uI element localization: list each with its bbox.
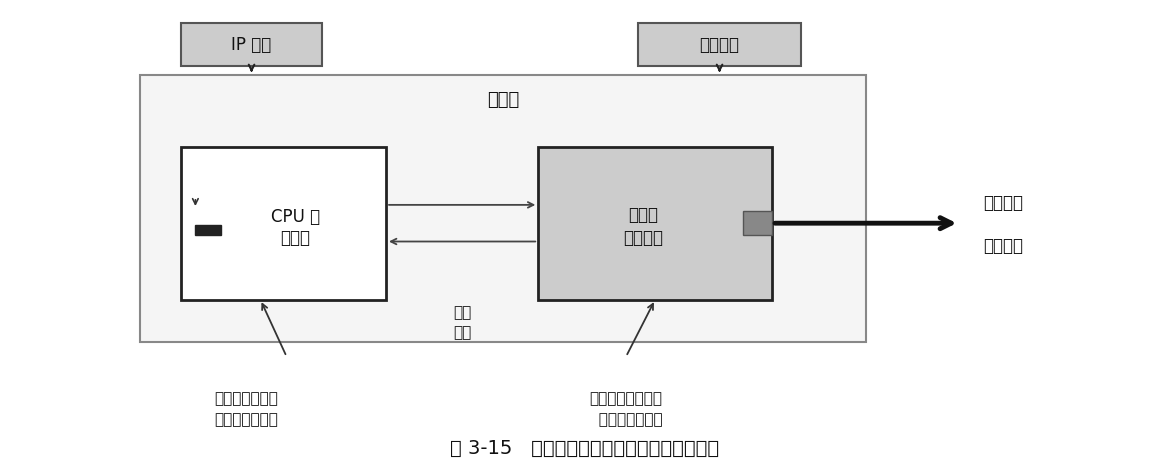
FancyBboxPatch shape xyxy=(181,148,386,300)
Text: CPU 和: CPU 和 xyxy=(271,208,319,226)
FancyBboxPatch shape xyxy=(181,24,322,67)
Text: 图 3-15   计算机通过适配器和局域网进行通信: 图 3-15 计算机通过适配器和局域网进行通信 xyxy=(450,438,720,457)
FancyBboxPatch shape xyxy=(140,76,866,343)
Text: 计算机: 计算机 xyxy=(487,90,519,109)
Text: 串行通信: 串行通信 xyxy=(983,236,1023,254)
FancyBboxPatch shape xyxy=(638,24,801,67)
Bar xyxy=(743,212,772,236)
Text: IP 地址: IP 地址 xyxy=(232,36,271,54)
Text: 存储器: 存储器 xyxy=(281,229,310,247)
FancyBboxPatch shape xyxy=(538,148,772,300)
Text: 并行
通信: 并行 通信 xyxy=(453,305,472,339)
Text: 把帧发送到局域网
  从局域网接收帧: 把帧发送到局域网 从局域网接收帧 xyxy=(590,390,662,426)
Text: 硬件地址: 硬件地址 xyxy=(700,36,739,54)
Text: 生成发送的数据
处理收到的数据: 生成发送的数据 处理收到的数据 xyxy=(214,390,277,426)
Text: 至局域网: 至局域网 xyxy=(983,193,1023,211)
Text: 适配器: 适配器 xyxy=(628,205,659,223)
Text: （网卡）: （网卡） xyxy=(624,229,663,247)
Bar xyxy=(195,225,221,236)
